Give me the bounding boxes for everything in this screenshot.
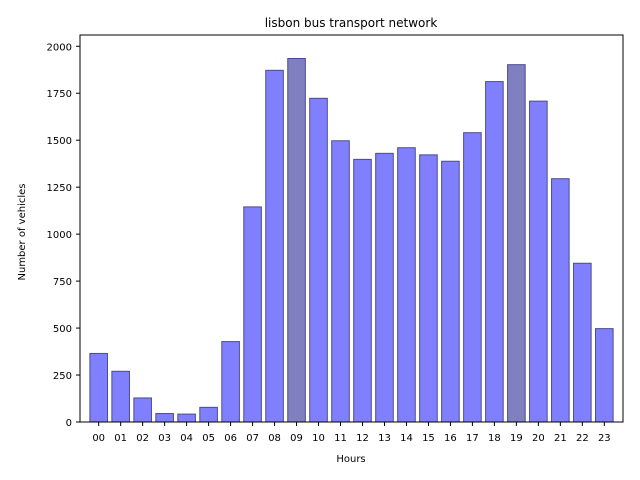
x-tick-label-17: 17 [466, 433, 479, 444]
bar-13 [375, 152, 394, 423]
x-tick-label-22: 22 [576, 433, 589, 444]
axes-layer: 00 01 02 03 04 05 06 07 08 09 10 11 12 13 14 15 16 17 18 19… [47, 34, 624, 444]
x-tick-label-11: 11 [334, 433, 347, 444]
bar-18 [485, 81, 504, 423]
plot-frame [79, 34, 624, 423]
x-tick-label-15: 15 [422, 433, 435, 444]
bar-00 [89, 352, 108, 423]
bar-02 [133, 397, 152, 423]
x-tick-label-23: 23 [598, 433, 611, 444]
y-tick-label-1750: 1750 [47, 89, 72, 100]
x-tick-label-16: 16 [444, 433, 457, 444]
x-tick-label-07: 07 [246, 433, 259, 444]
x-tick-label-12: 12 [356, 433, 369, 444]
x-tick-label-04: 04 [180, 433, 193, 444]
bar-06 [221, 341, 240, 423]
bar-09 [287, 57, 306, 423]
bar-19 [507, 64, 526, 423]
x-tick-label-00: 00 [92, 433, 105, 444]
y-tick-label-1000: 1000 [47, 230, 72, 241]
bar-23 [595, 328, 614, 423]
y-tick-label-750: 750 [53, 277, 72, 288]
x-tick-label-18: 18 [488, 433, 501, 444]
x-axis-label: Hours [336, 454, 365, 465]
bar-10 [309, 97, 328, 423]
bar-17 [463, 132, 482, 423]
bar-16 [441, 160, 460, 423]
bar-12 [353, 158, 372, 423]
x-tick-label-20: 20 [532, 433, 545, 444]
x-tick-label-03: 03 [158, 433, 171, 444]
bar-15 [419, 154, 438, 423]
y-tick-label-0: 0 [66, 418, 72, 429]
x-tick-label-02: 02 [136, 433, 149, 444]
x-tick-label-14: 14 [400, 433, 413, 444]
y-tick-label-1500: 1500 [47, 136, 72, 147]
y-tick-label-1250: 1250 [47, 183, 72, 194]
bar-04 [177, 413, 196, 423]
x-tick-label-01: 01 [114, 433, 127, 444]
bar-20 [529, 100, 548, 423]
bar-14 [397, 147, 416, 423]
bars-layer [89, 57, 614, 423]
bar-07 [243, 206, 262, 423]
chart-title: lisbon bus transport network [265, 16, 438, 30]
y-axis-label: Number of vehicles [17, 184, 28, 281]
x-tick-label-19: 19 [510, 433, 523, 444]
bar-21 [551, 178, 570, 423]
x-tick-label-10: 10 [312, 433, 325, 444]
y-tick-label-500: 500 [53, 324, 72, 335]
x-tick-label-13: 13 [378, 433, 391, 444]
bar-22 [573, 262, 592, 423]
bar-01 [111, 370, 130, 423]
x-tick-label-21: 21 [554, 433, 567, 444]
bar-05 [199, 406, 218, 423]
y-tick-label-2000: 2000 [47, 42, 72, 53]
bar-11 [331, 140, 350, 423]
bar-08 [265, 69, 284, 423]
x-tick-label-08: 08 [268, 433, 281, 444]
x-tick-label-09: 09 [290, 433, 303, 444]
y-tick-label-250: 250 [53, 371, 72, 382]
bar-03 [155, 413, 174, 423]
x-tick-label-05: 05 [202, 433, 215, 444]
x-tick-label-06: 06 [224, 433, 237, 444]
